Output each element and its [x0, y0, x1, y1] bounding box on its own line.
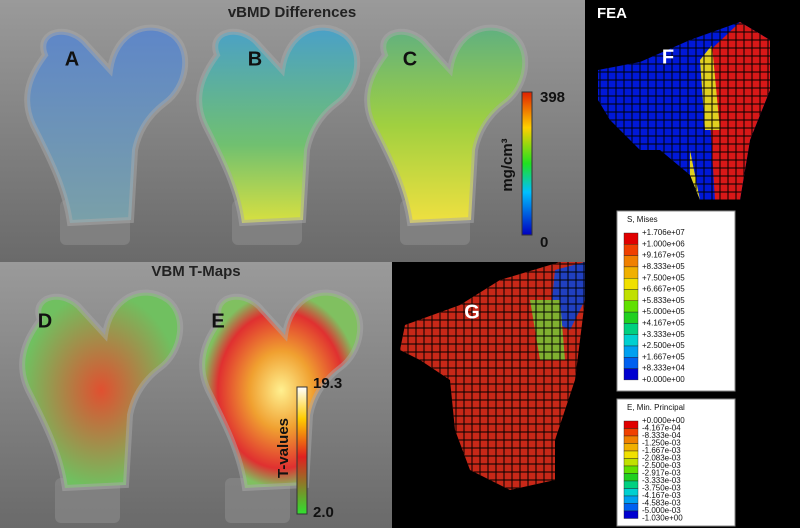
legend-swatch — [623, 465, 639, 474]
panel-label: C — [403, 48, 417, 70]
colorbar-max: 19.3 — [313, 375, 342, 392]
legend-entry: +9.167e+05 — [642, 251, 685, 260]
panel-label: G — [464, 301, 480, 323]
legend-swatch — [623, 510, 639, 519]
legend-entry: +0.000e+00 — [642, 375, 685, 384]
legend-swatch — [623, 266, 639, 279]
femur-b — [199, 28, 357, 245]
legend-entry: +1.706e+07 — [642, 228, 685, 237]
colorbar-unit: mg/cm³ — [499, 138, 516, 191]
legend-entry: +1.667e+05 — [642, 352, 685, 361]
legend-entry: +4.167e+05 — [642, 319, 685, 328]
legend-swatch — [623, 323, 639, 335]
legend-swatch — [623, 435, 639, 444]
legend-swatch — [623, 334, 639, 347]
legend-swatch — [623, 255, 639, 268]
legend-swatch — [623, 495, 639, 504]
legend-entry: +5.833e+05 — [642, 296, 685, 305]
colorbar — [521, 91, 533, 236]
panel-title: FEA — [597, 5, 627, 22]
panel-title: vBMD Differences — [228, 4, 356, 21]
legend-entry: -2.083e-03 — [642, 454, 681, 463]
legend-swatch — [623, 443, 639, 452]
fea-mesh-f — [598, 22, 770, 200]
legend-entry: +8.333e+05 — [642, 262, 685, 271]
legend-title: S, Mises — [627, 215, 658, 224]
fea-mesh-g — [400, 262, 585, 490]
legend-swatch — [623, 428, 639, 437]
legend-entry: +7.500e+05 — [642, 273, 685, 282]
legend-entry: -4.167e-03 — [642, 491, 681, 500]
legend-entry: +5.000e+05 — [642, 307, 685, 316]
panel-label: D — [38, 310, 52, 332]
legend-entry: -1.250e-03 — [642, 439, 681, 448]
colorbar — [296, 386, 308, 515]
femur-d — [22, 293, 180, 523]
legend-swatch — [623, 289, 639, 302]
colorbar-min: 2.0 — [313, 504, 334, 521]
legend-entry: +2.500e+05 — [642, 341, 685, 350]
legend-swatch — [623, 244, 639, 256]
legend-swatch — [623, 300, 639, 313]
legend-swatch — [623, 345, 639, 358]
colorbar-max: 398 — [540, 89, 565, 106]
legend-swatch — [623, 368, 639, 381]
legend-entry: -3.750e-03 — [642, 484, 681, 493]
legend-entry: +8.333e+04 — [642, 364, 685, 373]
panel-label: B — [248, 48, 262, 70]
legend-entry: -4.167e-04 — [642, 424, 681, 433]
legend-entry: -2.917e-03 — [642, 469, 681, 478]
legend-entry: -1.667e-03 — [642, 446, 681, 455]
colorbar-unit: T-values — [275, 418, 292, 478]
legend-swatch — [623, 357, 639, 369]
legend-swatch — [623, 480, 639, 489]
legend-swatch — [623, 232, 639, 245]
fea-legends: S, Mises +1.706e+07 +1.000e+06 +9.167e+05 +8… — [616, 210, 736, 527]
femur-e — [202, 293, 360, 523]
legend-entry: -5.000e-03 — [642, 506, 681, 515]
colorbar-min: 0 — [540, 234, 548, 251]
legend-entry: +0.000e+00 — [642, 416, 685, 425]
legend-swatch — [623, 488, 639, 497]
legend-swatch — [623, 311, 639, 324]
legend-entry: -4.583e-03 — [642, 499, 681, 508]
panel-label: E — [211, 310, 224, 332]
legend-entry: -2.500e-03 — [642, 461, 681, 470]
legend-swatch — [623, 420, 639, 429]
legend-swatch — [623, 458, 639, 467]
panel-label: A — [65, 48, 79, 70]
legend-title: E, Min. Principal — [627, 403, 685, 412]
panel-label: F — [662, 46, 674, 68]
legend-swatch — [623, 503, 639, 512]
legend-swatch — [623, 473, 639, 482]
legend-swatch — [623, 450, 639, 459]
legend-entry: -1.030e+00 — [642, 514, 683, 523]
femur-a — [27, 28, 185, 245]
femur-c — [367, 28, 525, 245]
legend-swatch — [623, 278, 639, 290]
panel-title: VBM T-Maps — [151, 263, 240, 280]
legend-entry: -8.333e-04 — [642, 431, 681, 440]
legend-entry: +6.667e+05 — [642, 285, 685, 294]
legend-entry: -3.333e-03 — [642, 476, 681, 485]
legend-entry: +1.000e+06 — [642, 239, 685, 248]
legend-entry: +3.333e+05 — [642, 330, 685, 339]
